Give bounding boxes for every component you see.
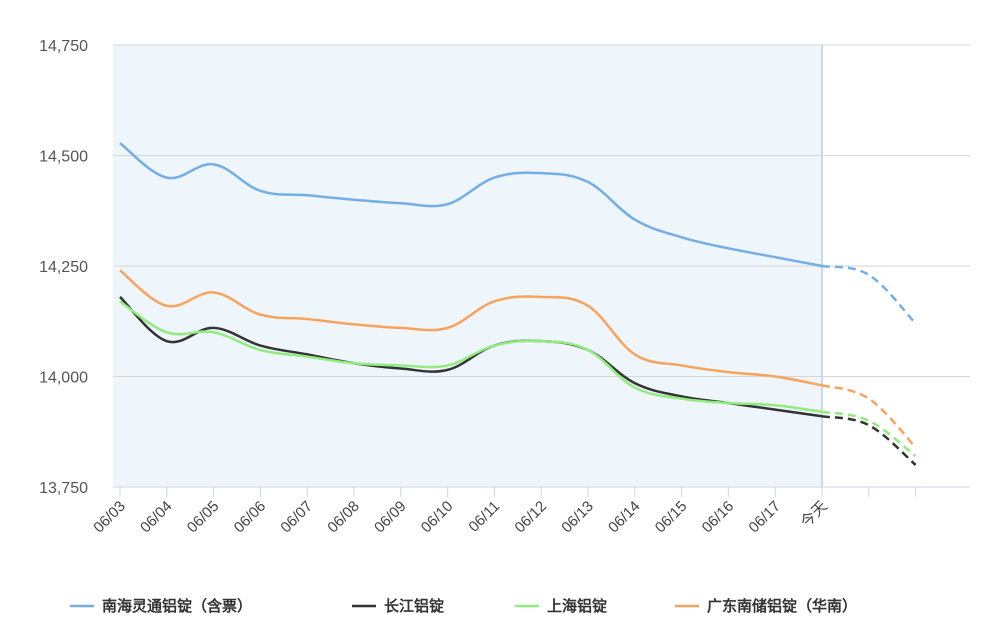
y-tick-label: 14,500 — [39, 149, 88, 166]
x-tick-label: 06/06 — [231, 498, 270, 537]
x-tick-label: 06/03 — [90, 498, 129, 537]
x-tick-label: 06/10 — [418, 498, 457, 537]
y-tick-label: 14,250 — [39, 259, 88, 276]
legend-label: 南海灵通铝锭（含票） — [102, 597, 252, 615]
x-tick-label: 06/16 — [699, 498, 738, 537]
y-tick-label: 13,750 — [39, 480, 88, 497]
legend-label: 上海铝锭 — [547, 597, 607, 615]
legend-label: 广东南储铝锭（华南） — [707, 597, 857, 615]
x-tick-label: 今天 — [798, 498, 831, 531]
x-tick-label: 06/14 — [605, 498, 644, 537]
x-tick-label: 06/12 — [511, 498, 550, 537]
x-tick-label: 06/05 — [184, 498, 223, 537]
forecast-line — [821, 410, 917, 458]
forecast-line — [821, 415, 917, 466]
x-tick-label: 06/13 — [558, 498, 597, 537]
series-line — [119, 300, 823, 414]
series-line — [119, 142, 823, 268]
y-tick-label: 14,000 — [39, 370, 88, 387]
x-tick-label: 06/07 — [277, 498, 316, 537]
series-line — [119, 269, 823, 387]
legend-label: 长江铝锭 — [384, 597, 444, 615]
y-tick-label: 14,750 — [39, 38, 88, 55]
x-tick-label: 06/09 — [371, 498, 410, 537]
x-tick-label: 06/08 — [324, 498, 363, 537]
x-tick-label: 06/15 — [652, 498, 691, 537]
x-tick-label: 06/04 — [137, 498, 176, 537]
x-tick-label: 06/17 — [745, 498, 784, 537]
x-tick-label: 06/11 — [465, 498, 503, 536]
forecast-line — [821, 264, 917, 325]
